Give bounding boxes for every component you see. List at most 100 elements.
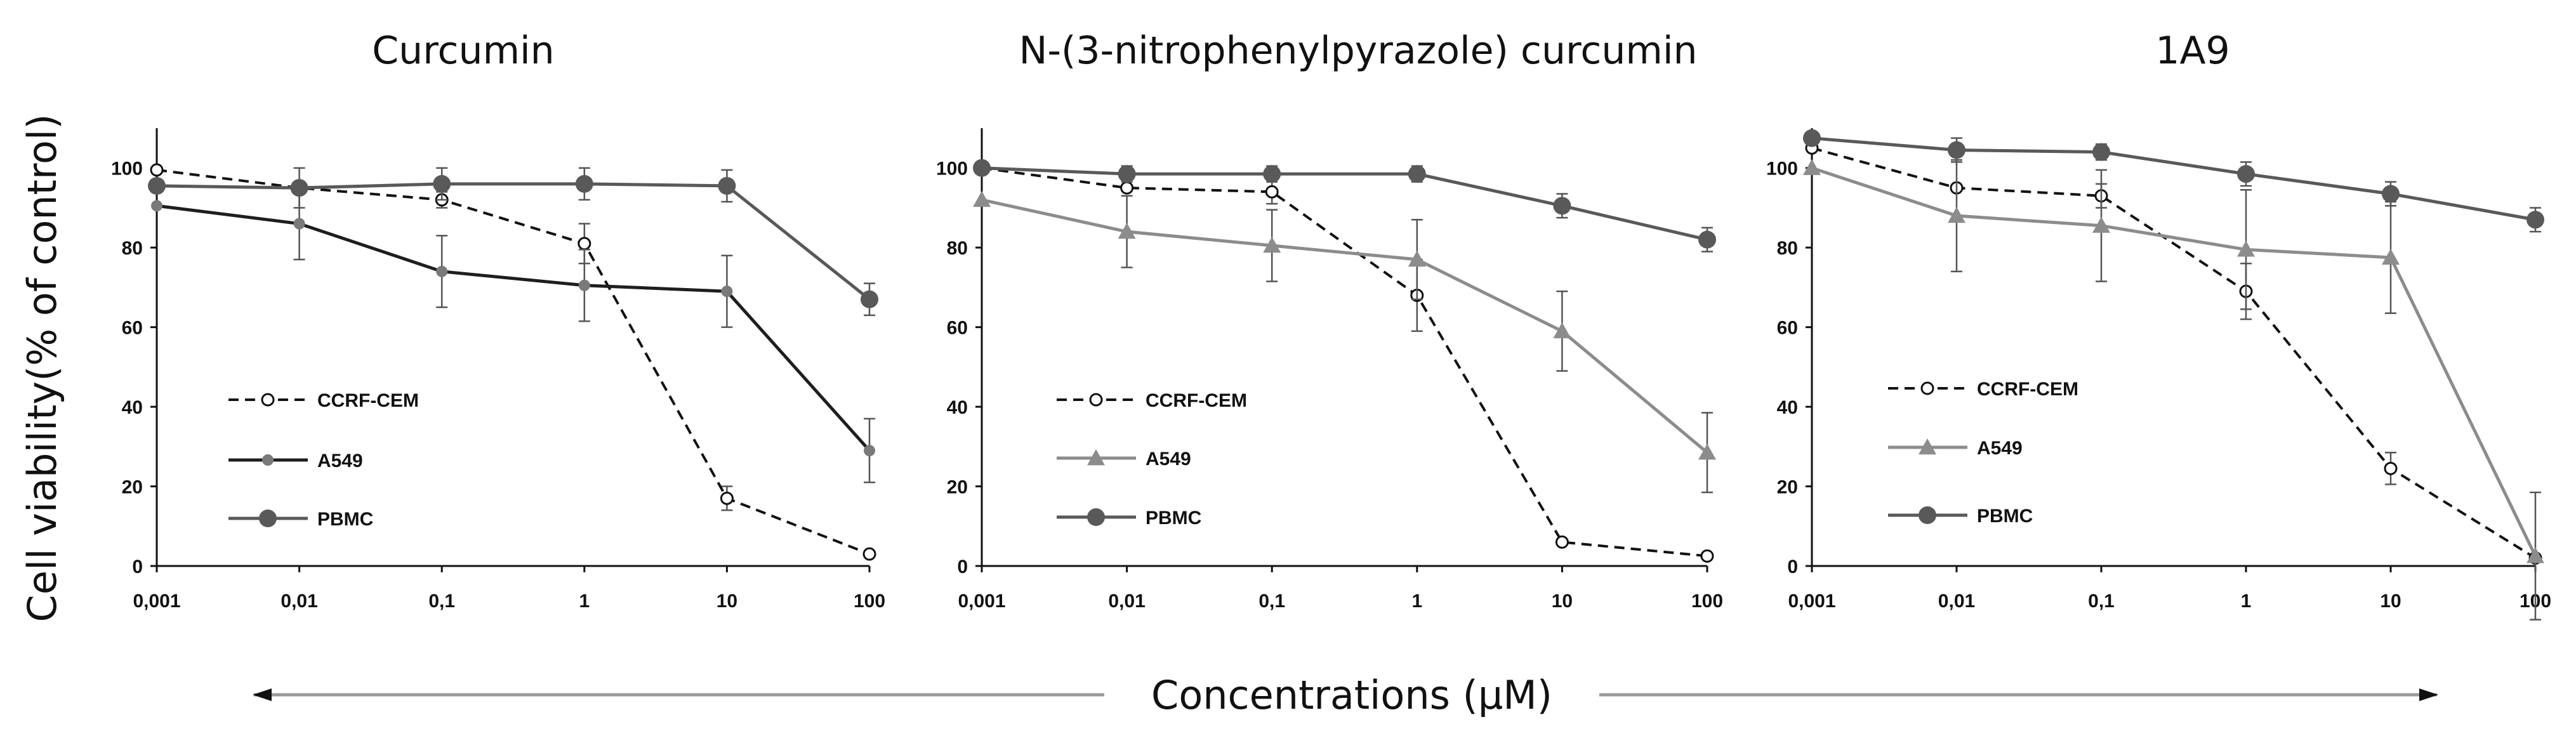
legend-swatch-marker [259,510,277,527]
y-tick-label: 80 [947,238,968,259]
legend-swatch-marker [1089,393,1103,407]
series-pbmc [973,159,1716,253]
x-tick-label: 0,01 [1938,591,1975,612]
series-line [156,168,870,556]
x-tick-label: 0,001 [133,591,180,612]
data-point [1700,549,1714,563]
legend-swatch-marker [1087,449,1105,466]
legend-entry-pbmc: PBMC [228,509,373,530]
legend-label: CCRF-CEM [317,390,419,411]
y-tick-label: 20 [122,477,143,498]
data-point [1553,322,1571,339]
series-pbmc [148,167,878,317]
data-point [2526,547,2544,563]
x-tick-label: 100 [854,591,885,612]
legend-swatch-marker [262,454,274,466]
y-tick-label: 100 [936,159,968,180]
data-point [1118,223,1136,239]
data-point [1698,230,1716,249]
legend-entry-a549: A549 [1057,449,1191,470]
data-point [433,174,451,193]
x-tick-label: 0,1 [428,591,455,612]
legend-label: PBMC [317,509,373,530]
data-point [1263,165,1281,183]
data-point [1803,159,1821,175]
x-tick-label: 0,01 [1108,591,1145,612]
x-tick-label: 10 [2380,591,2401,612]
y-tick-label: 20 [1777,477,1798,498]
y-tick-label: 0 [1787,556,1798,577]
series-line [1811,166,2537,557]
data-point [1803,129,1821,147]
series-pbmc [1803,129,2544,233]
data-point [720,491,734,505]
legend-label: A549 [1977,438,2023,459]
series-ccrf-cem [1805,141,2542,565]
data-point [2237,165,2255,183]
legend-swatch-marker [1087,508,1105,526]
chart-panel-curcumin: Curcumin 0 20 40 60 80 100 0,001 0,01 0,1 1 10 100 CC… [111,29,885,612]
data-point [1553,197,1571,215]
series-a549 [1803,159,2544,621]
legend-entry-a549: A549 [228,450,363,471]
legend-entry-ccrf-cem: CCRF-CEM [1888,379,2078,400]
series-line [1811,136,2536,221]
data-point [1555,535,1569,549]
y-tick-label: 60 [122,318,143,339]
legend-label: CCRF-CEM [1146,390,1247,411]
series-ccrf-cem [150,163,876,561]
x-tick-label: 0,01 [281,591,317,612]
legend-entry-a549: A549 [1888,438,2023,459]
data-point [864,445,875,457]
data-point [290,179,308,197]
data-point [718,176,736,195]
x-tick-label: 0,1 [1258,591,1285,612]
chart-title: Curcumin [372,29,554,73]
legend-entry-pbmc: PBMC [1057,508,1201,529]
series-line [156,182,871,301]
series-line [1811,147,2537,560]
legend-label: A549 [1146,449,1191,470]
series-line [981,166,1708,558]
series-a549 [151,187,875,483]
data-point [1698,444,1716,460]
x-tick-label: 10 [1552,591,1573,612]
chart-panel-nitrophenylpyrazole-curcumin: N-(3-nitrophenylpyrazole) curcumin 0 20 40 6… [936,29,1723,612]
legend-swatch-marker [1919,506,1936,524]
legend-label: CCRF-CEM [1977,379,2078,400]
chart-title: 1A9 [2155,29,2229,73]
x-tick-label: 1 [579,591,590,612]
x-tick-label: 0,001 [958,591,1005,612]
x-axis-label: Concentrations (µM) [1151,672,1552,718]
y-tick-label: 40 [1777,397,1798,418]
data-point [2092,143,2110,161]
legend-label: PBMC [1977,506,2033,527]
data-point [973,190,991,207]
y-tick-label: 40 [947,397,968,418]
data-point [1118,165,1136,183]
data-point [2092,216,2110,233]
data-point [2382,248,2400,265]
data-point [1948,207,1965,223]
data-point [148,176,166,195]
data-point [578,279,590,291]
data-point [2526,211,2544,229]
y-tick-label: 20 [947,477,968,498]
legend-entry-ccrf-cem: CCRF-CEM [1057,390,1247,411]
data-point [151,200,162,212]
x-tick-label: 1 [1411,591,1422,612]
data-point [1408,165,1426,183]
series-line [981,166,1708,242]
data-point [862,547,876,561]
data-point [2237,240,2255,257]
y-tick-label: 40 [122,397,143,418]
data-point [150,163,164,177]
data-point [293,218,305,230]
y-tick-label: 60 [1777,318,1798,339]
data-point [2382,185,2400,203]
concentration-arrow: Concentrations (µM) [253,672,2438,718]
legend-entry-ccrf-cem: CCRF-CEM [228,390,419,411]
x-tick-label: 10 [717,591,737,612]
